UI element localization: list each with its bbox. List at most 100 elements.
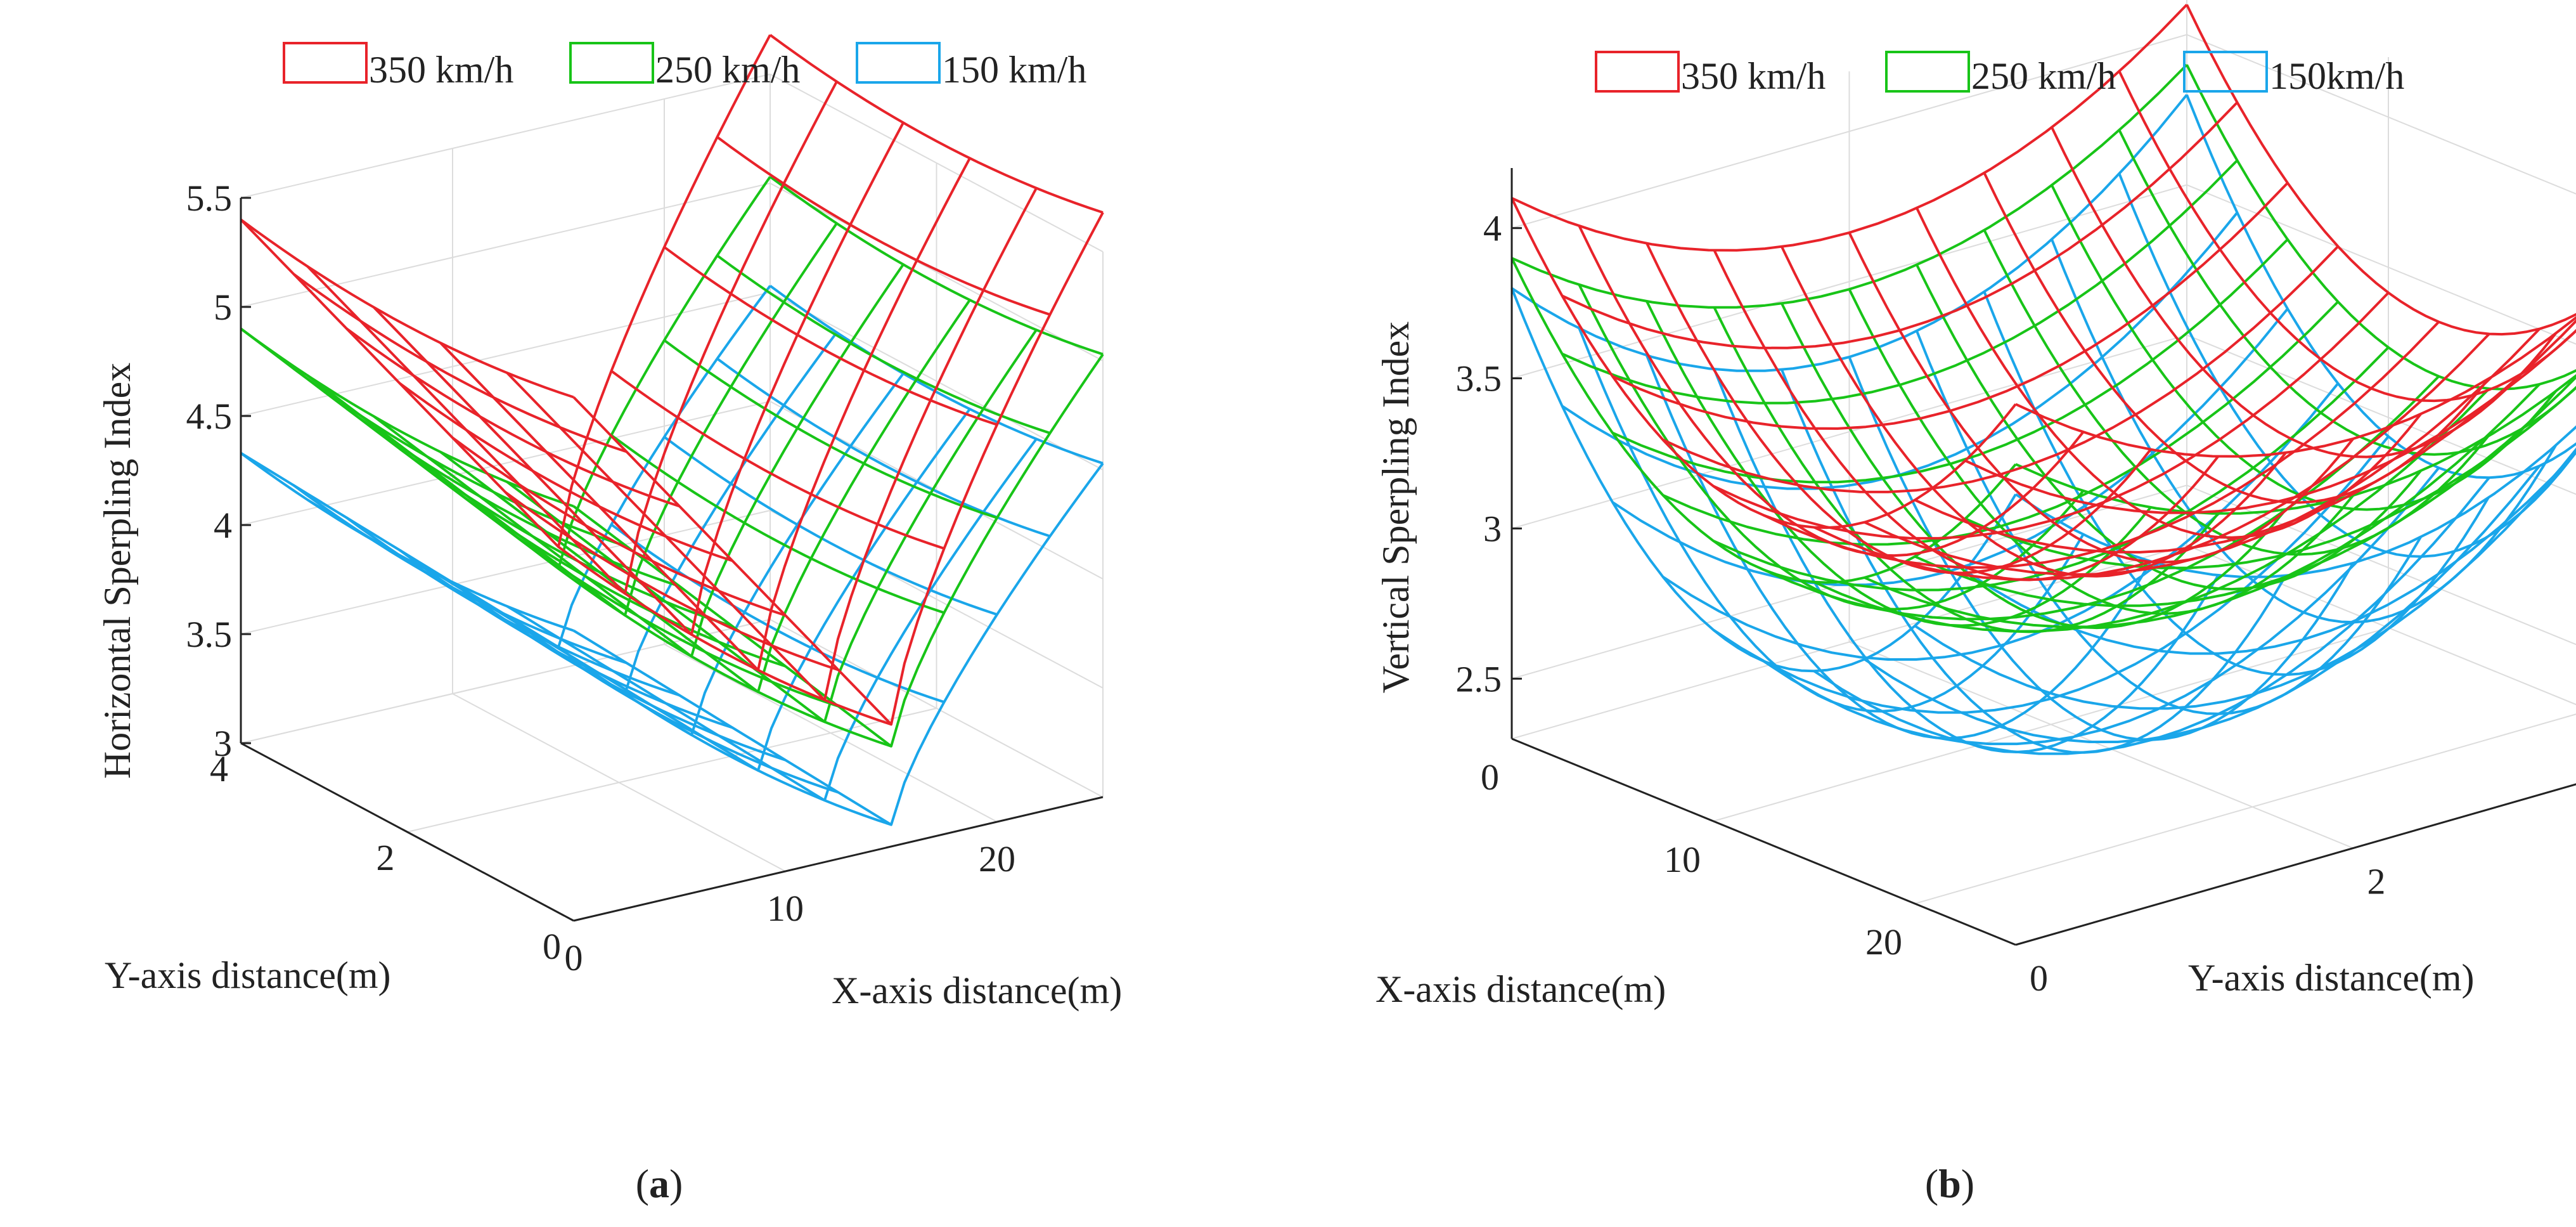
- mesh-a-250kmh-col-1: [293, 367, 628, 548]
- mesh-b-250kmh-col-7: [1864, 383, 2541, 628]
- legend-entry-150-a: 150 km/h: [856, 42, 1086, 91]
- grid-y-floor-2: [2186, 545, 2576, 706]
- mesh-a-350kmh-col-4: [451, 436, 786, 617]
- mesh-a-250kmh-col-7: [610, 434, 945, 614]
- mesh-a-150kmh-row-0: [572, 462, 1104, 826]
- axes-grid-b: [1511, 0, 2576, 945]
- z-tick-label-b-1: 3: [1483, 508, 1502, 549]
- legend-a: 350 km/h 250 km/h 150 km/h: [283, 42, 1086, 91]
- legend-label-150-b: 150km/h: [2269, 55, 2404, 97]
- mesh-b-250kmh-col-2: [1612, 238, 2289, 484]
- mesh-a-350kmh-row-0: [572, 212, 1104, 726]
- legend-swatch-250-b: [1885, 51, 1970, 93]
- z-tick-label-a-5: 5.5: [186, 178, 233, 219]
- grid-z-side-2: [2186, 184, 2576, 345]
- legend-entry-150-b: 150km/h: [2183, 51, 2404, 97]
- mesh-b-350kmh-col-3: [1662, 245, 2339, 493]
- mesh-b-250kmh-col-3: [1662, 301, 2339, 546]
- mesh-b-150kmh-col-0: [1510, 94, 2188, 372]
- chart-panel-b: 2.533.5401020024 Vertical Sperpling Inde…: [1375, 0, 2576, 1010]
- legend-swatch-350-b: [1595, 51, 1680, 93]
- legend-swatch-250-a: [569, 42, 654, 84]
- surface-mesh-b: [1510, 4, 2576, 755]
- mesh-b-150kmh-row-9: [2118, 173, 2576, 558]
- grid-z-back-1: [240, 510, 771, 635]
- z-tick-label-b-3: 4: [1483, 208, 1502, 249]
- x-axis-label-b: X-axis distance(m): [1375, 968, 1666, 1010]
- mesh-a-350kmh-col-10: [769, 34, 1104, 214]
- mesh-a-350kmh-row-3: [373, 122, 905, 636]
- z-tick-label-a-3: 4.5: [186, 396, 233, 437]
- grid-x-floor-2: [1914, 713, 2576, 904]
- mesh-a-250kmh-col-6: [557, 568, 892, 748]
- mesh-a-350kmh-col-3: [399, 382, 733, 562]
- mesh-a-250kmh-col-5: [505, 528, 839, 708]
- mesh-b-350kmh-col-2: [1612, 182, 2289, 430]
- caption-a: (a): [636, 1161, 683, 1206]
- legend-label-350-a: 350 km/h: [369, 49, 513, 91]
- legend-b: 350 km/h 250 km/h 150km/h: [1595, 51, 2404, 97]
- mesh-b-350kmh-col-9: [1964, 328, 2576, 514]
- mesh-a-350kmh-col-0: [240, 218, 574, 399]
- legend-entry-250-b: 250 km/h: [1885, 51, 2116, 97]
- mesh-a-150kmh-col-6: [557, 646, 892, 826]
- legend-swatch-150-b: [2183, 51, 2268, 93]
- tick-labels-b: 2.533.5401020024: [1456, 208, 2386, 999]
- mesh-a-250kmh-col-10: [769, 176, 1104, 356]
- x-tick-label-a-0: 0: [565, 937, 583, 978]
- legend-entry-350-b: 350 km/h: [1595, 51, 1826, 97]
- legend-label-150-a: 150 km/h: [942, 49, 1086, 91]
- mesh-b-250kmh-col-5: [1763, 375, 2440, 621]
- mesh-b-150kmh-col-5: [1763, 467, 2440, 746]
- z-tick-label-a-2: 4: [214, 505, 232, 546]
- y-axis-label-a: Y-axis distance(m): [105, 954, 391, 996]
- mesh-a-350kmh-col-5: [505, 491, 839, 672]
- mesh-a-350kmh-col-8: [663, 246, 998, 426]
- legend-label-250-b: 250 km/h: [1971, 55, 2116, 97]
- z-tick-label-a-4: 5: [214, 287, 232, 328]
- mesh-b-350kmh-col-10: [2015, 316, 2576, 458]
- grid-z-side-3: [2186, 34, 2576, 195]
- x-axis-line-b: [1511, 737, 2016, 946]
- mesh-a-350kmh-col-9: [716, 136, 1051, 316]
- z-tick-label-b-0: 2.5: [1456, 658, 1502, 699]
- mesh-b-350kmh-col-5: [1763, 321, 2440, 569]
- mesh-a-150kmh-col-3: [399, 549, 733, 729]
- mesh-a-150kmh-col-10: [769, 285, 1104, 465]
- mesh-b-250kmh-col-6: [1813, 387, 2490, 633]
- mesh-b-250kmh-col-0: [1511, 63, 2188, 309]
- mesh-b-350kmh-col-8: [1914, 319, 2576, 554]
- axes-lines-a: [240, 198, 1104, 922]
- mesh-b-150kmh-col-9: [1964, 451, 2576, 655]
- y-tick-label-a-2: 4: [210, 748, 228, 789]
- mesh-a-350kmh-col-2: [345, 327, 680, 508]
- y-axis-label-b: Y-axis distance(m): [2188, 957, 2475, 999]
- x-tick-label-b-1: 10: [1664, 839, 1701, 880]
- grid-z-back-5: [240, 74, 771, 198]
- z-tick-label-a-1: 3.5: [186, 614, 233, 655]
- x-tick-label-b-0: 0: [1481, 756, 1499, 798]
- mesh-a-150kmh-col-2: [345, 516, 680, 697]
- mesh-a-350kmh-col-7: [610, 370, 945, 550]
- z-tick-label-b-2: 3.5: [1456, 358, 1502, 399]
- legend-entry-350-a: 350 km/h: [283, 42, 513, 91]
- mesh-a-150kmh-row-5: [240, 285, 771, 649]
- mesh-a-250kmh-col-9: [716, 254, 1051, 434]
- grid-y-floor-1: [1849, 641, 2354, 849]
- legend-label-350-b: 350 km/h: [1681, 55, 1826, 97]
- mesh-b-350kmh-col-1: [1561, 101, 2238, 349]
- x-axis-line-a: [573, 796, 1104, 922]
- mesh-a-350kmh-col-6: [557, 545, 892, 726]
- grid-z-back-2: [240, 401, 771, 526]
- legend-swatch-150-a: [856, 42, 941, 84]
- chart-panel-a: 3 3.5 4 4.5 5 5.5 0 2 4 0 10 20 Horizontal Sperplin…: [96, 34, 1122, 1011]
- mesh-b-350kmh-col-4: [1713, 292, 2390, 540]
- z-tick-label-a-0: 3: [214, 723, 232, 764]
- tick-labels-a: 3 3.5 4 4.5 5 5.5 0 2 4 0 10 20: [186, 178, 1016, 978]
- legend-swatch-350-a: [283, 42, 368, 84]
- mesh-b-350kmh-col-0: [1511, 4, 2188, 252]
- grid-x-floor-1: [1713, 627, 2389, 822]
- legend-label-250-a: 250 km/h: [655, 49, 800, 91]
- mesh-b-250kmh-col-4: [1713, 346, 2390, 592]
